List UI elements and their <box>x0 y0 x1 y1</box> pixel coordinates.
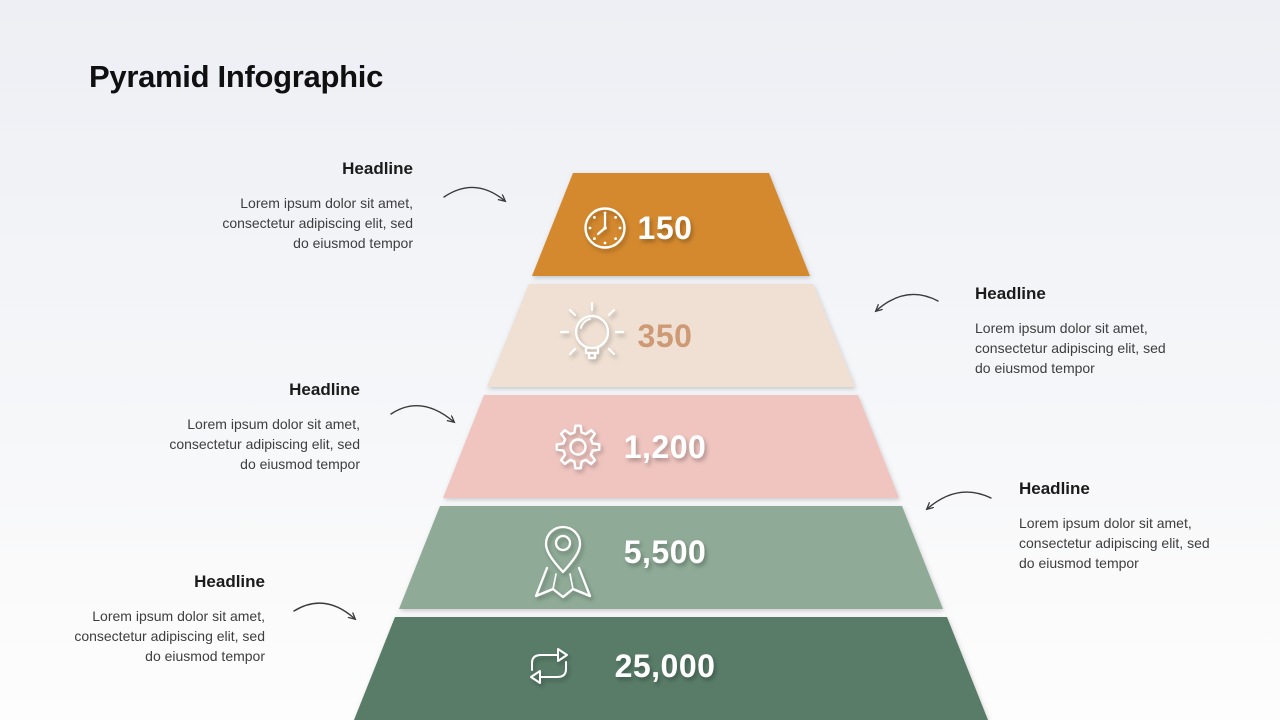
callout-arrow-4 <box>927 491 992 509</box>
pyramid-level-2: 350 <box>487 284 855 387</box>
callout-3-headline: Headline <box>289 380 360 399</box>
callout-4: Headline Lorem ipsum dolor sit amet, con… <box>1019 479 1219 573</box>
level-3-shape <box>443 395 899 498</box>
level-4-shape <box>399 506 943 609</box>
callout-1-headline: Headline <box>342 159 413 178</box>
pyramid-level-1: 150 <box>532 173 810 276</box>
callout-arrow-2 <box>876 293 939 311</box>
callout-2-headline: Headline <box>975 284 1046 303</box>
pyramid-level-4: 5,500 <box>399 506 943 609</box>
callout-4-headline: Headline <box>1019 479 1090 498</box>
level-5-shape <box>354 617 988 720</box>
lightbulb-icon <box>559 301 625 360</box>
callout-4-body: Lorem ipsum dolor sit amet, consectetur … <box>1019 515 1210 571</box>
level-2-value: 350 <box>638 318 693 354</box>
map-pin-icon <box>534 525 592 599</box>
level-2-shape <box>487 284 855 387</box>
callout-5: Headline Lorem ipsum dolor sit amet, con… <box>65 572 265 666</box>
callout-5-body: Lorem ipsum dolor sit amet, consectetur … <box>74 608 265 664</box>
callout-3-body: Lorem ipsum dolor sit amet, consectetur … <box>169 416 360 472</box>
level-1-value: 150 <box>638 210 693 246</box>
callout-arrow-1 <box>443 186 505 201</box>
cycle-arrows-icon <box>530 648 568 684</box>
callout-1-body: Lorem ipsum dolor sit amet, consectetur … <box>222 195 413 251</box>
callout-arrow-5 <box>293 602 355 619</box>
level-1-shape <box>532 173 810 276</box>
callout-3: Headline Lorem ipsum dolor sit amet, con… <box>160 380 360 474</box>
callout-2-body: Lorem ipsum dolor sit amet, consectetur … <box>975 320 1166 376</box>
level-5-value: 25,000 <box>615 648 716 684</box>
level-3-value: 1,200 <box>624 429 707 465</box>
pyramid-level-3: 1,200 <box>443 395 899 498</box>
page-title: Pyramid Infographic <box>89 59 384 94</box>
level-4-value: 5,500 <box>624 534 707 570</box>
callout-2: Headline Lorem ipsum dolor sit amet, con… <box>975 284 1175 378</box>
gear-icon <box>555 424 601 470</box>
callout-1: Headline Lorem ipsum dolor sit amet, con… <box>213 159 413 253</box>
callout-arrow-3 <box>390 405 454 422</box>
pyramid-level-5: 25,000 <box>354 617 988 720</box>
callout-5-headline: Headline <box>194 572 265 591</box>
clock-icon <box>584 207 626 249</box>
